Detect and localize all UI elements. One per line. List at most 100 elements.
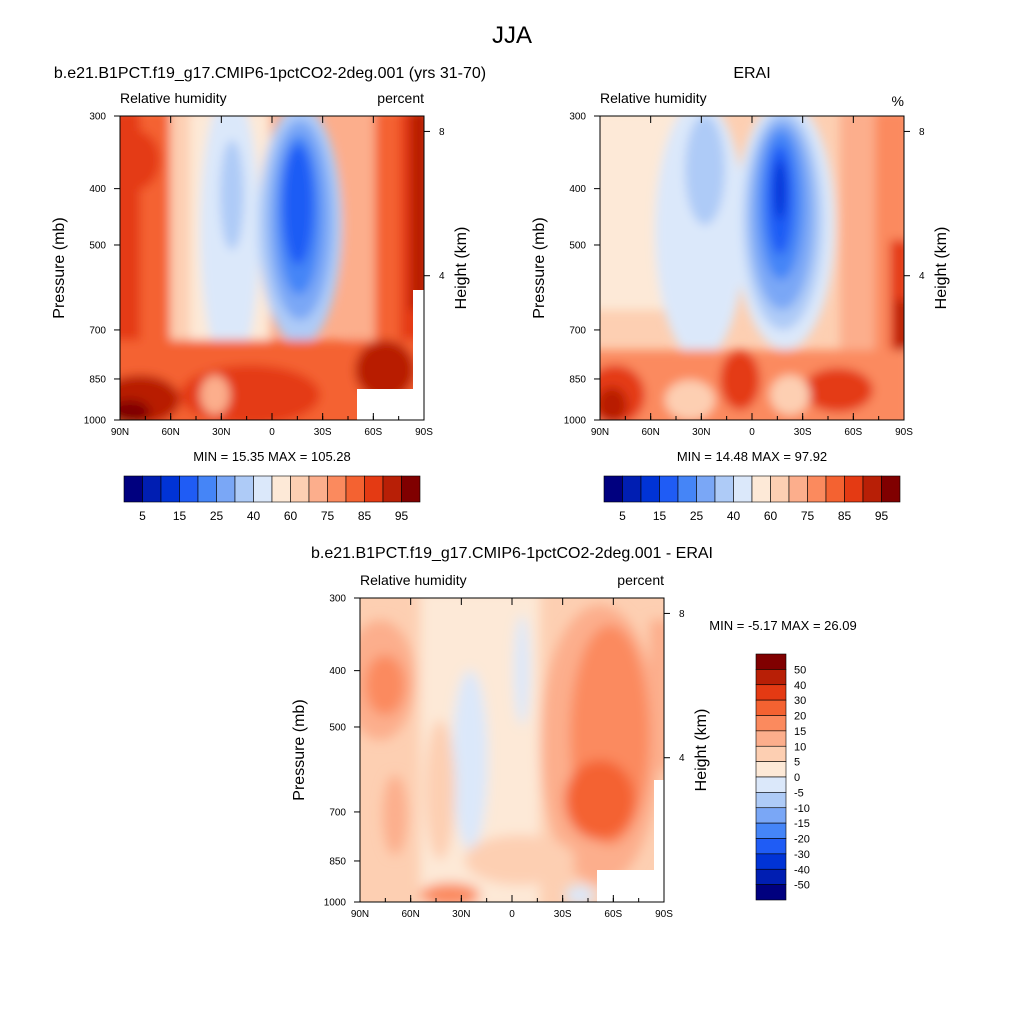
x-tick-label: 30N [692, 427, 710, 438]
colorbar-label: 5 [794, 757, 800, 769]
colorbar-swatch [755, 669, 787, 686]
colorbar-swatch [123, 475, 143, 503]
colorbar-swatch [755, 653, 787, 670]
colorbar-swatch [401, 475, 421, 503]
panel-diff-right-string: percent [617, 572, 664, 588]
y-tick-label: 850 [329, 856, 346, 867]
panel-erai-minmax: MIN = 14.48 MAX = 97.92 [677, 449, 827, 464]
colorbar-label: 50 [794, 664, 806, 676]
colorbar-swatch [770, 475, 790, 503]
panel-diff-left-string: Relative humidity [360, 572, 467, 588]
panel-erai-right-string: % [892, 93, 904, 109]
y-axis-label: Pressure (mb) [531, 217, 548, 318]
colorbar-swatch [696, 475, 716, 503]
colorbar-label: 60 [764, 509, 778, 523]
y-right-tick-label: 4 [919, 271, 925, 282]
panel-diff-title: b.e21.B1PCT.f19_g17.CMIP6-1pctCO2-2deg.0… [311, 545, 713, 562]
y-right-tick-label: 8 [439, 127, 445, 138]
page-title: JJA [492, 22, 532, 49]
colorbar-swatch [364, 475, 384, 503]
y-tick-label: 400 [329, 666, 346, 677]
colorbar-label: 10 [794, 741, 806, 753]
colorbar-label: 40 [727, 509, 741, 523]
x-tick-label: 90N [351, 909, 369, 920]
colorbar-label: -5 [794, 787, 804, 799]
y-axis-label: Pressure (mb) [51, 217, 68, 318]
x-tick-label: 60S [844, 427, 862, 438]
colorbar-swatch [755, 745, 787, 762]
colorbar-swatch [844, 475, 864, 503]
y-tick-label: 1000 [564, 416, 587, 427]
colorbar-label: 0 [794, 772, 800, 784]
x-tick-label: 30S [794, 427, 812, 438]
colorbar-swatch [142, 475, 162, 503]
colorbar-swatch [751, 475, 771, 503]
y-right-tick-label: 4 [439, 271, 445, 282]
x-tick-label: 60N [161, 427, 179, 438]
panel-erai-contour-field [600, 116, 904, 420]
panel-erai-colorbar: 5 15 25 40 60 75 85 95 [603, 475, 901, 523]
y-right-axis-label: Height (km) [693, 709, 710, 792]
colorbar-swatch [290, 475, 310, 503]
colorbar-swatch [622, 475, 642, 503]
colorbar-swatch [271, 475, 291, 503]
colorbar-swatch [327, 475, 347, 503]
x-tick-label: 90S [415, 427, 433, 438]
panel-model-axes: 90N 60N 30N 0 30S 60S 90S 300 400 500 700 850 1000 Pr… [51, 112, 470, 439]
y-tick-label: 700 [569, 325, 586, 336]
panel-model-title: b.e21.B1PCT.f19_g17.CMIP6-1pctCO2-2deg.0… [54, 65, 486, 82]
colorbar-swatch [862, 475, 882, 503]
y-right-axis-label: Height (km) [933, 227, 950, 310]
panel-diff-contour-field [360, 598, 664, 902]
colorbar-label: -15 [794, 818, 810, 830]
colorbar-swatch [755, 822, 787, 839]
y-tick-label: 500 [569, 240, 586, 251]
y-tick-label: 700 [89, 325, 106, 336]
y-tick-label: 1000 [324, 898, 347, 909]
colorbar-swatch [603, 475, 623, 503]
colorbar-label: 40 [794, 680, 806, 692]
y-tick-label: 500 [329, 722, 346, 733]
colorbar-label: 5 [619, 509, 626, 523]
y-tick-label: 850 [569, 374, 586, 385]
panel-diff-axes: 90N 60N 30N 0 30S 60S 90S 300 400 500 700 850 1000 Pr… [291, 594, 710, 921]
x-tick-label: 30N [452, 909, 470, 920]
colorbar-swatch [160, 475, 180, 503]
y-tick-label: 500 [89, 240, 106, 251]
colorbar-swatch [234, 475, 254, 503]
colorbar-swatch [345, 475, 365, 503]
colorbar-swatch [659, 475, 679, 503]
x-tick-label: 30S [554, 909, 572, 920]
colorbar-label: 15 [794, 726, 806, 738]
x-tick-label: 0 [749, 427, 755, 438]
colorbar-swatch [253, 475, 273, 503]
y-right-tick-label: 8 [679, 609, 685, 620]
colorbar-label: 25 [690, 509, 704, 523]
x-tick-label: 0 [509, 909, 515, 920]
colorbar-swatch [755, 730, 787, 747]
y-tick-label: 400 [89, 184, 106, 195]
colorbar-label: 95 [395, 509, 409, 523]
y-right-tick-label: 4 [679, 753, 685, 764]
panel-model-minmax: MIN = 15.35 MAX = 105.28 [193, 449, 351, 464]
colorbar-label: -10 [794, 803, 810, 815]
y-tick-label: 300 [569, 112, 586, 123]
colorbar-swatch [755, 761, 787, 778]
colorbar-swatch [755, 868, 787, 885]
y-tick-label: 1000 [84, 416, 107, 427]
colorbar-label: 60 [284, 509, 298, 523]
x-tick-label: 90S [655, 909, 673, 920]
colorbar-swatch [788, 475, 808, 503]
y-right-tick-label: 8 [919, 127, 925, 138]
panel-diff: b.e21.B1PCT.f19_g17.CMIP6-1pctCO2-2deg.0… [291, 545, 857, 920]
colorbar-swatch [755, 838, 787, 855]
y-tick-label: 850 [89, 374, 106, 385]
colorbar-swatch [216, 475, 236, 503]
x-tick-label: 30S [314, 427, 332, 438]
colorbar-swatch [677, 475, 697, 503]
y-axis-label: Pressure (mb) [291, 699, 308, 800]
x-tick-label: 60S [604, 909, 622, 920]
colorbar-label: -30 [794, 849, 810, 861]
